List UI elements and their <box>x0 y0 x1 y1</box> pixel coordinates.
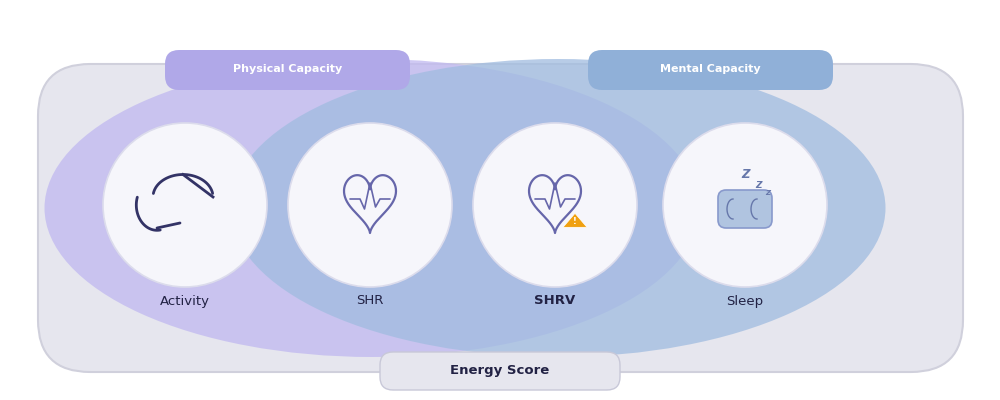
FancyBboxPatch shape <box>380 352 620 390</box>
Text: SHR: SHR <box>356 294 384 308</box>
FancyBboxPatch shape <box>718 190 772 228</box>
Text: Energy Score: Energy Score <box>450 364 550 377</box>
Circle shape <box>103 123 267 287</box>
Text: Activity: Activity <box>160 294 210 308</box>
Text: Z: Z <box>742 168 750 182</box>
Text: !: ! <box>573 218 577 226</box>
Circle shape <box>473 123 637 287</box>
Text: Z: Z <box>755 180 761 190</box>
Text: Z: Z <box>765 190 771 196</box>
Ellipse shape <box>230 59 886 357</box>
FancyBboxPatch shape <box>165 50 410 90</box>
Text: SHRV: SHRV <box>534 294 576 308</box>
Text: Physical Capacity: Physical Capacity <box>233 64 342 74</box>
Circle shape <box>663 123 827 287</box>
Ellipse shape <box>44 59 700 357</box>
Text: Sleep: Sleep <box>726 294 764 308</box>
Text: Mental Capacity: Mental Capacity <box>660 64 761 74</box>
FancyBboxPatch shape <box>38 64 963 372</box>
Polygon shape <box>563 213 587 227</box>
Circle shape <box>288 123 452 287</box>
FancyBboxPatch shape <box>588 50 833 90</box>
